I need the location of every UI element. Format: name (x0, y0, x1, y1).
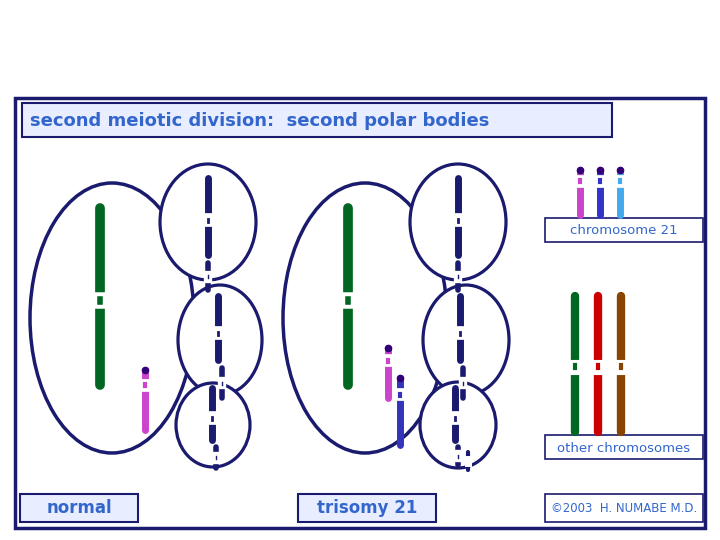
Ellipse shape (423, 285, 509, 395)
FancyBboxPatch shape (298, 494, 436, 522)
Text: normal: normal (46, 499, 112, 517)
Ellipse shape (30, 183, 194, 453)
Ellipse shape (178, 285, 262, 395)
Text: second meiotic division:  second polar bodies: second meiotic division: second polar bo… (30, 112, 490, 130)
Ellipse shape (160, 164, 256, 280)
Ellipse shape (176, 383, 250, 467)
FancyBboxPatch shape (20, 494, 138, 522)
Text: ©2003  H. NUMABE M.D.: ©2003 H. NUMABE M.D. (551, 503, 697, 516)
FancyBboxPatch shape (545, 494, 703, 522)
Ellipse shape (410, 164, 506, 280)
FancyBboxPatch shape (22, 103, 612, 137)
FancyBboxPatch shape (545, 435, 703, 459)
Ellipse shape (420, 382, 496, 468)
FancyBboxPatch shape (545, 218, 703, 242)
Text: other chromosomes: other chromosomes (557, 442, 690, 455)
Text: trisomy 21: trisomy 21 (317, 499, 417, 517)
Bar (15, 98, 705, 528)
Text: chromosome 21: chromosome 21 (570, 225, 678, 238)
Ellipse shape (283, 183, 447, 453)
